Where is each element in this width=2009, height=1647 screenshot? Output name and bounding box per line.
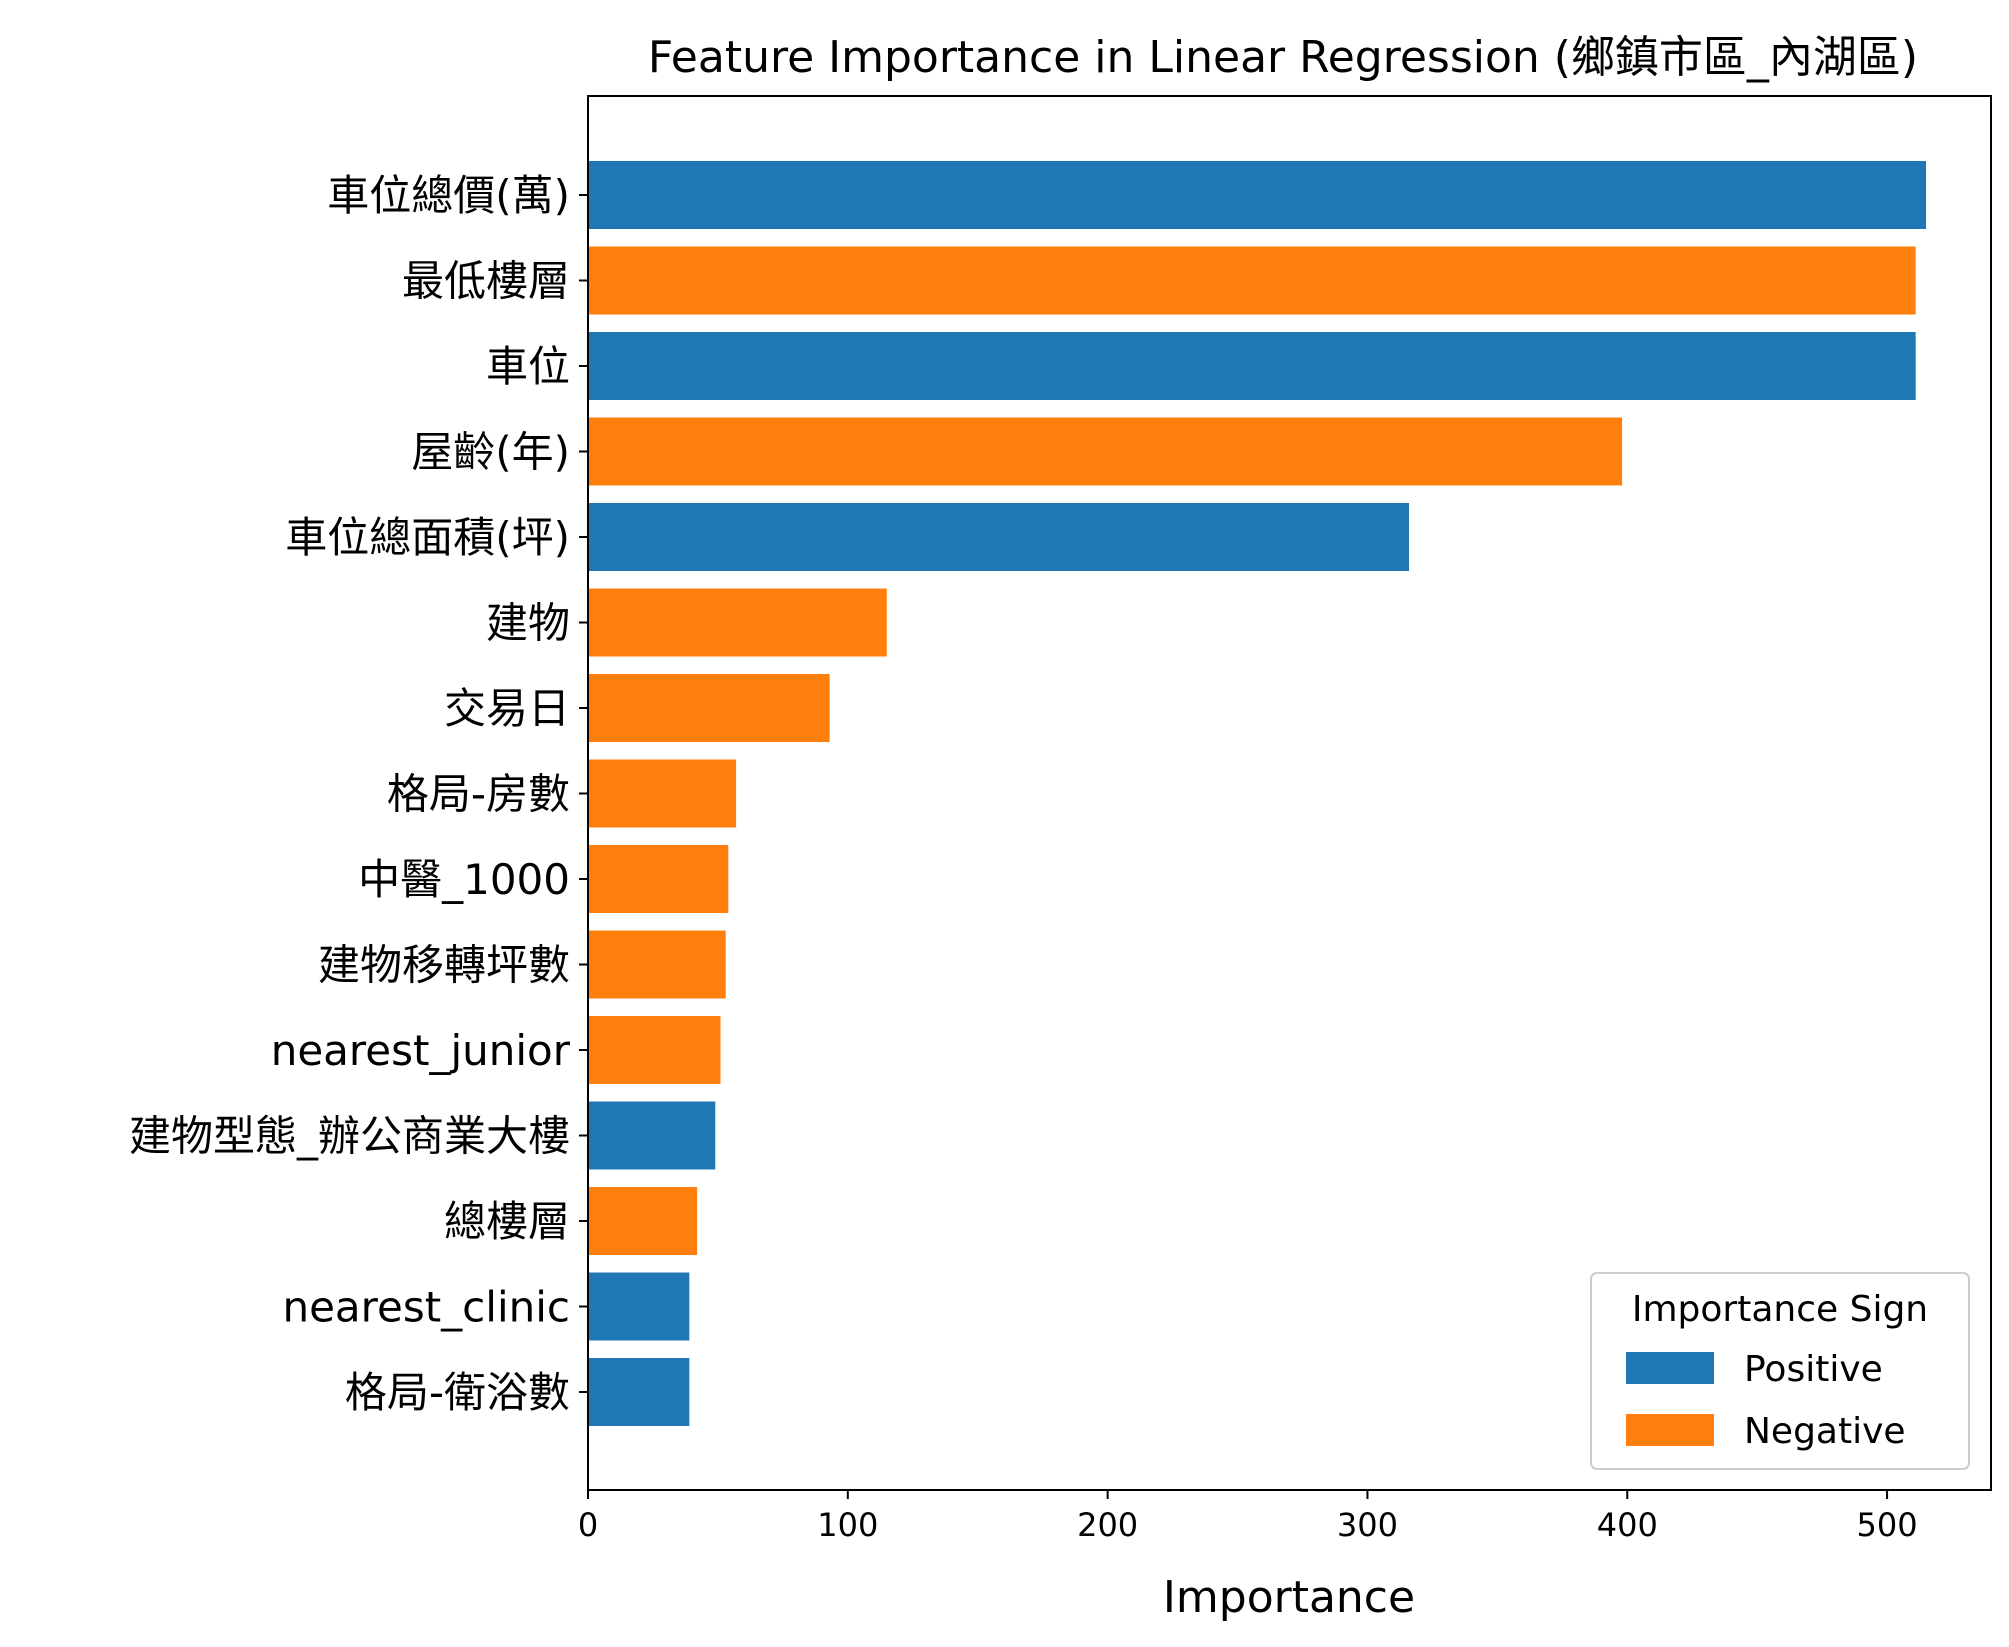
y-tick-label-1: 車位總價(萬) [327,171,570,220]
bars-group [588,161,1927,1426]
bar-6 [588,588,887,657]
x-tick-label-300: 300 [1337,1506,1398,1544]
legend-swatch-positive [1626,1352,1714,1384]
y-tick-label-4: 屋齡(年) [411,428,570,477]
legend: Importance Sign Positive Negative [1590,1272,1970,1470]
bar-7 [588,674,830,742]
y-tick-label-13: 總樓層 [444,1197,570,1246]
plot-frame [587,95,1992,1491]
y-tick-label-7: 交易日 [444,684,570,733]
y-tick-label-12: 建物型態_辦公商業大樓 [129,1112,570,1161]
y-tick-label-8: 格局-房數 [387,770,570,819]
x-tick-label-100: 100 [817,1506,878,1544]
y-tick-label-14: nearest_clinic [282,1283,570,1332]
bar-3 [588,332,1916,400]
x-axis-label: Importance [1163,1572,1415,1623]
x-tick-label-200: 200 [1077,1506,1138,1544]
legend-title: Importance Sign [1632,1289,1928,1330]
x-axis-ticks: 0 100 200 300 400 500 [578,1490,1918,1544]
legend-label-positive: Positive [1744,1349,1883,1390]
bar-15 [588,1358,690,1426]
y-tick-label-15: 格局-衛浴數 [345,1368,570,1417]
bar-13 [588,1187,698,1255]
x-tick-label-400: 400 [1597,1506,1658,1544]
y-tick-label-6: 建物 [486,599,570,648]
x-tick-label-500: 500 [1857,1506,1918,1544]
y-tick-label-3: 車位 [486,342,570,391]
bar-4 [588,417,1623,486]
bar-12 [588,1101,716,1170]
y-tick-label-5: 車位總面積(坪) [285,513,570,562]
y-tick-label-10: 建物移轉坪數 [318,941,570,990]
y-tick-label-9: 中醫_1000 [358,855,570,904]
bar-14 [588,1272,690,1341]
bar-11 [588,1016,721,1084]
bar-10 [588,930,726,999]
legend-swatch-negative [1626,1414,1714,1446]
bar-8 [588,759,737,828]
bar-9 [588,845,729,913]
y-tick-label-11: nearest_junior [271,1026,571,1075]
legend-label-negative: Negative [1744,1411,1906,1452]
chart-title: Feature Importance in Linear Regression … [648,32,1918,83]
y-tick-label-2: 最低樓層 [402,257,570,306]
bar-5 [588,503,1410,571]
x-tick-label-0: 0 [578,1506,598,1544]
bar-2 [588,246,1916,315]
bar-1 [588,161,1927,229]
